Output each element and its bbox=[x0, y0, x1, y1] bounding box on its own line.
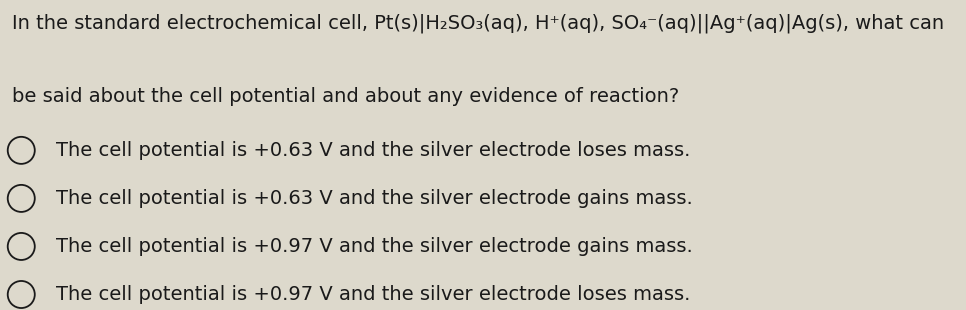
Text: In the standard electrochemical cell, Pt(s)|H₂SO₃(aq), H⁺(aq), SO₄⁻(aq)||Ag⁺(aq): In the standard electrochemical cell, Pt… bbox=[12, 14, 944, 33]
Text: The cell potential is +0.63 V and the silver electrode loses mass.: The cell potential is +0.63 V and the si… bbox=[56, 141, 691, 160]
Text: The cell potential is +0.63 V and the silver electrode gains mass.: The cell potential is +0.63 V and the si… bbox=[56, 189, 693, 208]
Text: be said about the cell potential and about any evidence of reaction?: be said about the cell potential and abo… bbox=[12, 87, 679, 106]
Text: The cell potential is +0.97 V and the silver electrode loses mass.: The cell potential is +0.97 V and the si… bbox=[56, 285, 691, 304]
Text: The cell potential is +0.97 V and the silver electrode gains mass.: The cell potential is +0.97 V and the si… bbox=[56, 237, 693, 256]
